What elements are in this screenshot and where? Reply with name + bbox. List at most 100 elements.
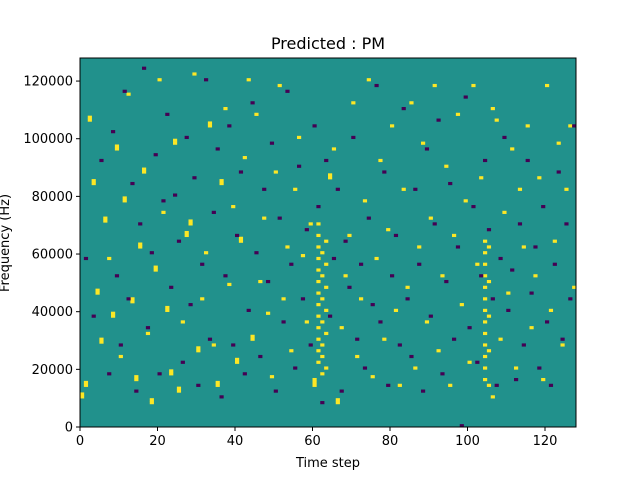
low-cell-73: [378, 320, 383, 324]
x-tick-label-6: 120: [533, 434, 558, 449]
high-cell-46: [180, 320, 185, 324]
high-cell-116: [324, 262, 329, 266]
high-cell-192: [541, 377, 546, 382]
high-cell-123: [339, 326, 344, 330]
high-cell-167: [483, 297, 488, 301]
low-cell-38: [242, 372, 247, 376]
high-cell-41: [169, 369, 174, 373]
low-cell-84: [421, 389, 426, 393]
low-cell-54: [304, 228, 309, 232]
high-cell-25: [134, 377, 139, 382]
low-cell-31: [215, 147, 220, 151]
high-cell-160: [483, 377, 488, 382]
high-cell-109: [320, 297, 325, 301]
low-cell-82: [413, 187, 418, 191]
high-cell-132: [374, 256, 379, 261]
high-cell-187: [521, 245, 526, 249]
low-cell-93: [455, 245, 461, 249]
high-cell-96: [316, 314, 321, 318]
high-cell-44: [176, 389, 182, 393]
high-cell-34: [153, 268, 158, 272]
high-cell-14: [107, 256, 112, 261]
high-cell-133: [378, 158, 383, 163]
y-tick-label-0: 0: [65, 421, 73, 436]
high-cell-31: [145, 331, 151, 336]
high-cell-49: [188, 222, 193, 226]
low-cell-71: [370, 303, 375, 307]
low-cell-108: [514, 377, 519, 382]
x-tick-label-3: 60: [304, 434, 321, 449]
high-cell-191: [537, 176, 542, 180]
low-cell-39: [246, 308, 251, 312]
low-cell-111: [525, 158, 530, 163]
low-cell-97: [471, 205, 476, 209]
low-cell-27: [200, 262, 205, 266]
high-cell-197: [560, 343, 565, 347]
low-cell-90: [444, 279, 449, 284]
low-cell-29: [207, 337, 213, 341]
x-tick-label-0: 0: [76, 434, 84, 449]
high-cell-67: [235, 357, 240, 361]
low-cell-56: [312, 124, 317, 128]
high-cell-51: [192, 72, 197, 76]
high-cell-193: [545, 83, 550, 88]
high-cell-93: [316, 349, 321, 353]
low-cell-42: [258, 354, 263, 359]
low-cell-87: [432, 222, 437, 226]
high-cell-190: [533, 274, 538, 278]
low-cell-37: [238, 170, 244, 174]
high-cell-196: [556, 141, 561, 145]
x-tick-label-1: 20: [149, 434, 166, 449]
high-cell-175: [486, 314, 492, 318]
low-cell-11: [138, 222, 143, 226]
high-cell-20: [122, 199, 127, 203]
high-cell-143: [417, 245, 422, 249]
low-cell-61: [331, 256, 337, 261]
high-cell-185: [514, 366, 519, 370]
low-cell-32: [219, 395, 224, 399]
high-cell-85: [297, 135, 302, 140]
low-cell-118: [552, 262, 557, 266]
plot-frame: [79, 57, 577, 428]
low-cell-46: [273, 389, 278, 393]
x-axis-label: Time step: [295, 456, 360, 471]
high-cell-131: [370, 375, 375, 379]
high-cell-177: [486, 245, 492, 249]
high-cell-53: [196, 346, 201, 350]
high-cell-11: [99, 337, 104, 341]
low-cell-22: [180, 360, 185, 364]
low-cell-69: [362, 366, 368, 370]
high-cell-181: [498, 337, 503, 341]
high-cell-39: [165, 305, 170, 310]
high-cell-164: [483, 331, 488, 336]
high-cell-2: [83, 383, 89, 387]
low-cell-52: [297, 164, 302, 168]
high-cell-172: [483, 239, 488, 243]
low-cell-91: [448, 181, 453, 186]
low-cell-10: [134, 389, 139, 393]
high-cell-153: [455, 112, 461, 116]
high-cell-137: [393, 308, 399, 312]
high-cell-68: [238, 239, 244, 243]
high-cell-29: [142, 170, 147, 174]
low-cell-44: [266, 279, 271, 284]
high-cell-105: [320, 372, 325, 376]
high-cell-78: [269, 375, 275, 379]
high-cell-69: [238, 236, 244, 240]
low-cell-64: [343, 239, 348, 243]
low-cell-48: [281, 320, 286, 324]
high-cell-178: [490, 395, 495, 399]
high-cell-61: [219, 181, 224, 186]
low-cell-13: [145, 326, 151, 330]
high-cell-55: [204, 251, 209, 255]
high-cell-64: [227, 282, 232, 287]
high-cell-23: [130, 300, 135, 304]
high-cell-37: [161, 210, 166, 214]
y-axis: 0 20000 40000 60000 80000 100000 120000: [23, 75, 80, 436]
low-cell-120: [560, 337, 565, 341]
high-cell-6: [91, 181, 96, 186]
high-cell-170: [483, 262, 488, 266]
low-cell-59: [324, 158, 329, 163]
low-cell-57: [316, 205, 321, 209]
high-cell-186: [517, 187, 523, 191]
